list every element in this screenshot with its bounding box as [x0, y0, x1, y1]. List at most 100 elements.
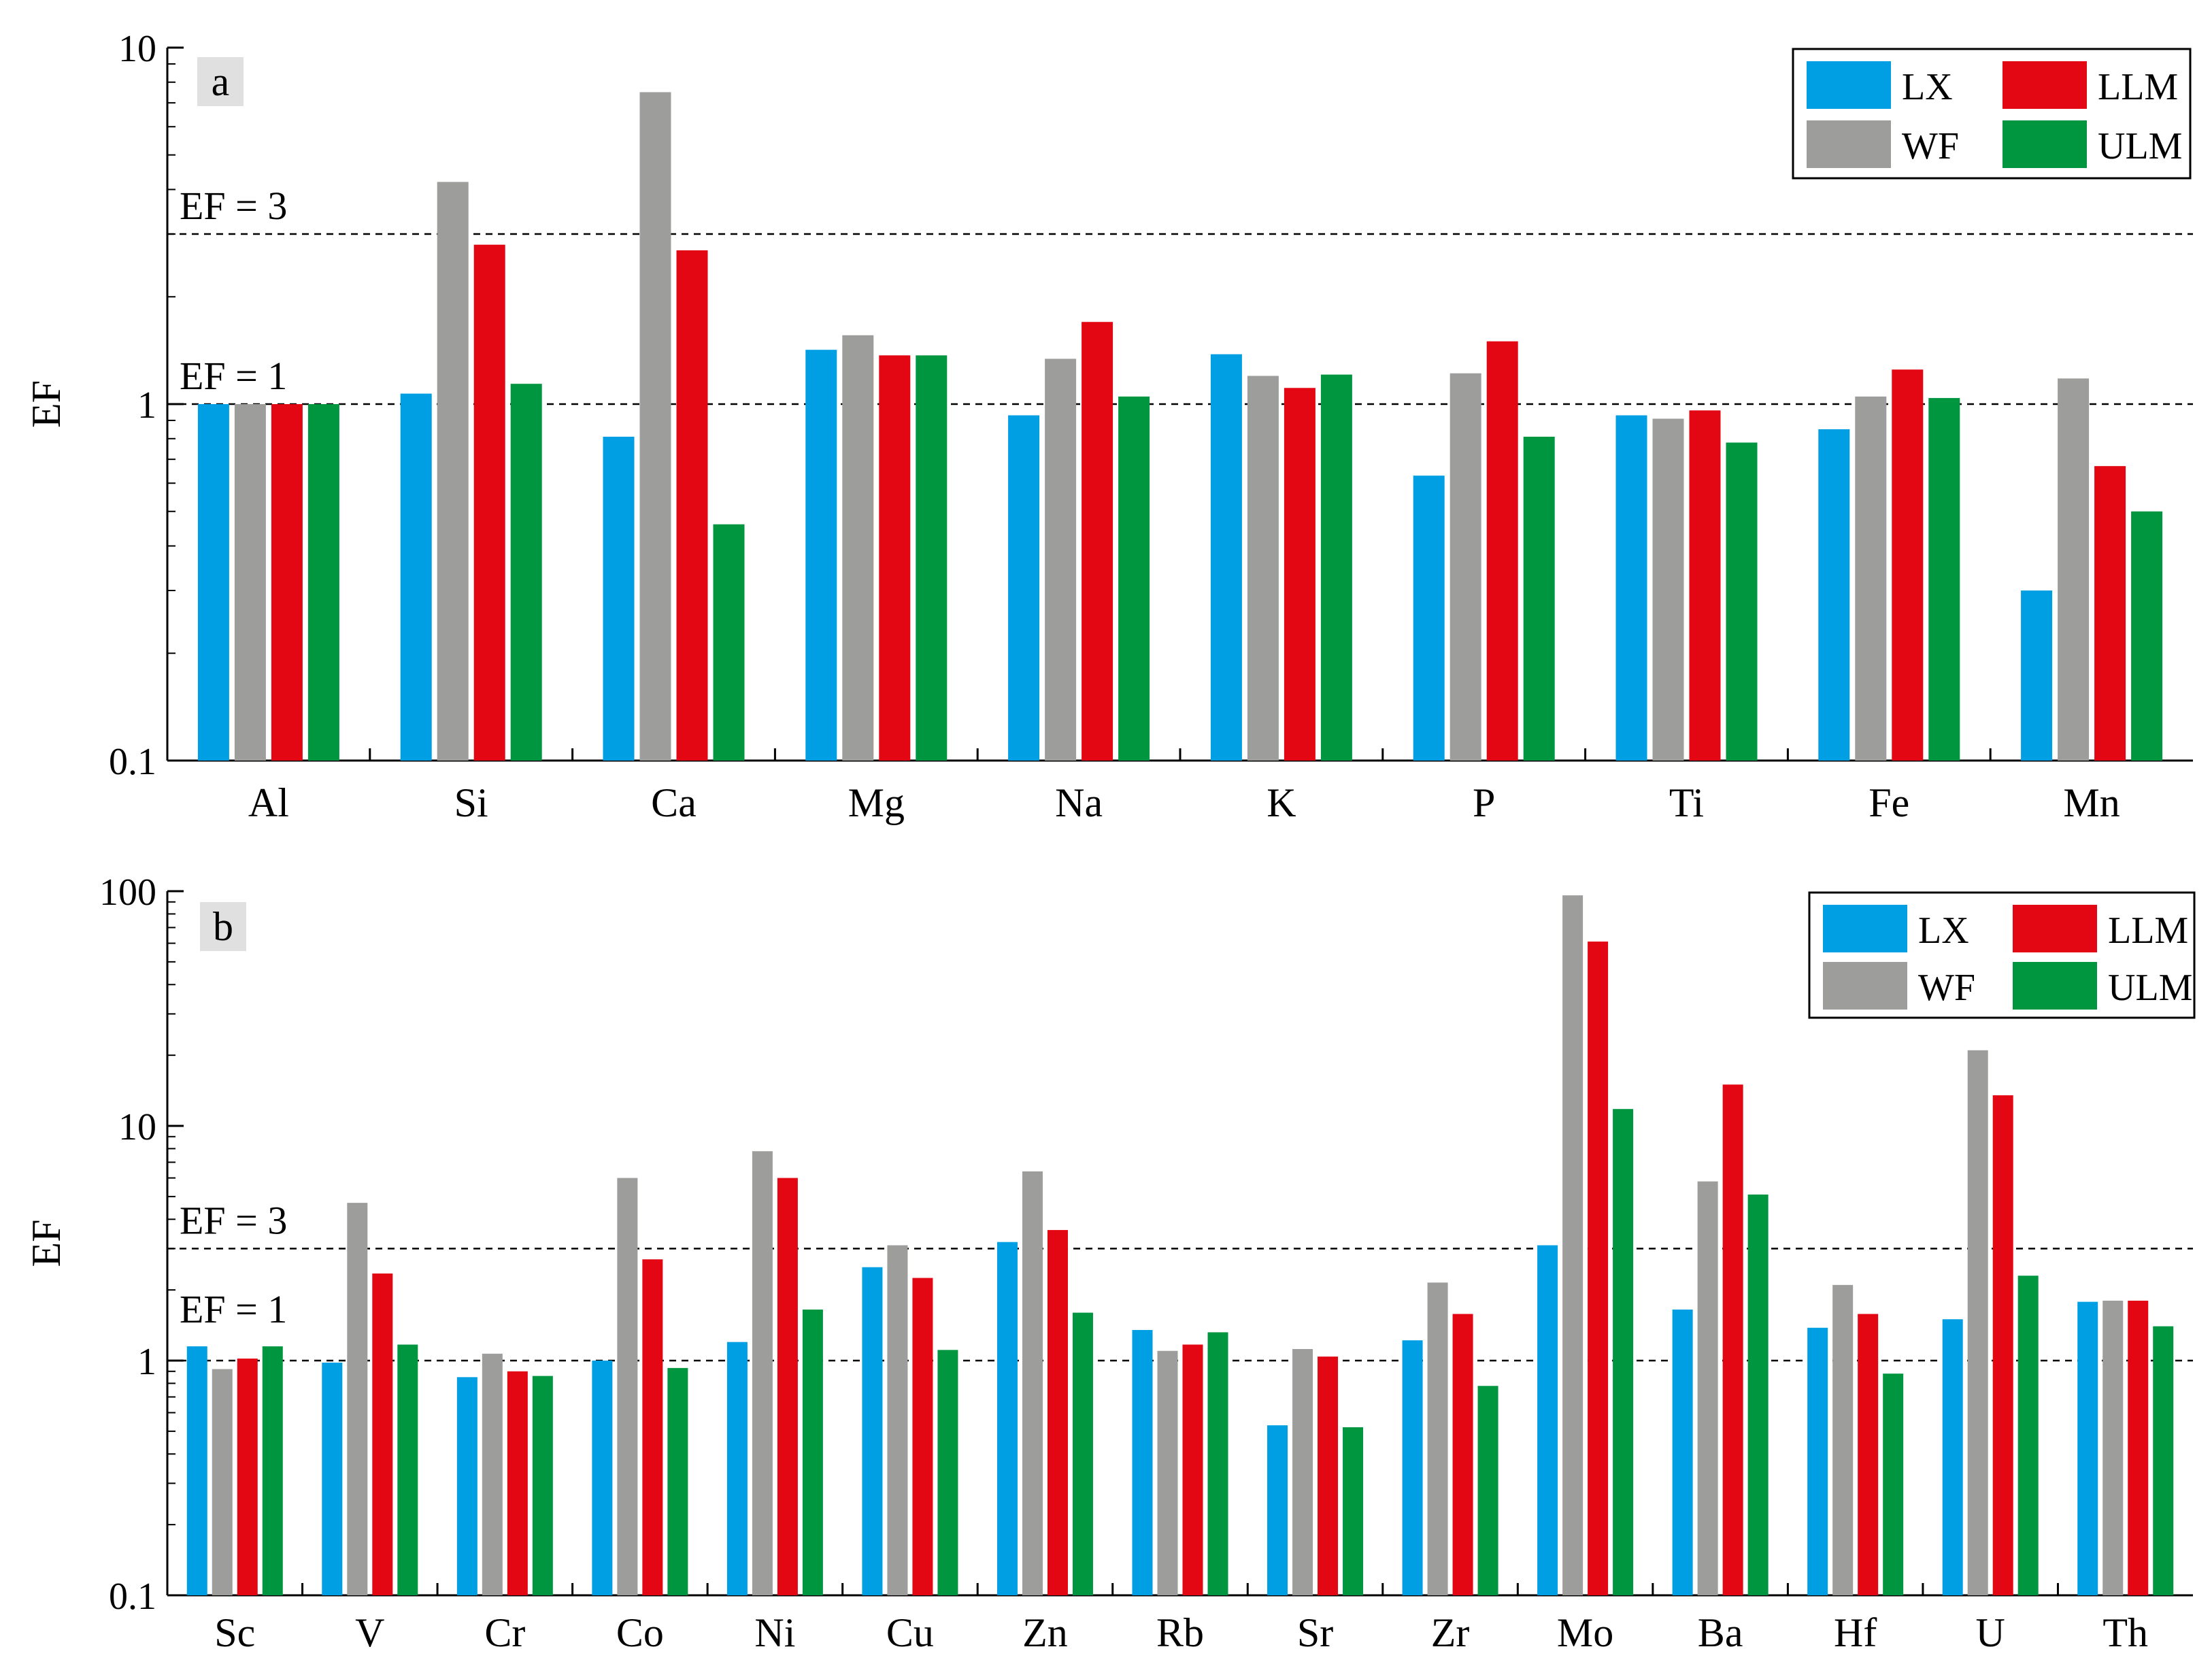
legend-label-wf: WF [1902, 125, 1959, 167]
bar-lx-ni [726, 1342, 748, 1595]
bar-ulm-na [1118, 396, 1150, 761]
bar-ulm-cr [532, 1376, 553, 1595]
bar-wf-sc [212, 1369, 233, 1595]
legend: LX WF LLM ULM [1808, 891, 2196, 1019]
bar-wf-u [1967, 1050, 1988, 1595]
bar-llm-sr [1318, 1357, 1339, 1595]
bar-ulm-ca [713, 524, 745, 761]
bar-llm-ni [777, 1178, 798, 1595]
bar-ulm-ni [802, 1309, 823, 1595]
bar-lx-sr [1267, 1425, 1288, 1595]
legend-label-ulm: ULM [2108, 967, 2192, 1009]
bar-ulm-hf [1883, 1374, 1904, 1595]
bar-lx-hf [1807, 1327, 1828, 1595]
bar-wf-th [2102, 1300, 2124, 1595]
bar-llm-k [1284, 388, 1316, 761]
y-tick-label: 0.1 [109, 1576, 156, 1618]
bar-llm-p [1486, 341, 1518, 761]
bar-ulm-zn [1072, 1312, 1093, 1595]
x-tick-label-u: U [1976, 1610, 2005, 1655]
legend-label-lx: LX [1902, 66, 1953, 108]
bar-lx-mg [805, 350, 837, 761]
bar-ulm-k [1320, 374, 1352, 761]
y-tick-label: 10 [118, 1106, 156, 1148]
bar-ulm-cu [937, 1350, 958, 1595]
bar-wf-rb [1157, 1350, 1178, 1595]
x-tick-label-fe: Fe [1869, 780, 1909, 825]
bar-wf-ca [639, 92, 671, 761]
x-tick-label-si: Si [454, 780, 488, 825]
bar-ulm-v [397, 1344, 418, 1595]
bar-llm-hf [1858, 1314, 1879, 1595]
bar-lx-p [1413, 476, 1445, 761]
bar-llm-mg [879, 355, 911, 761]
bar-lx-al [197, 404, 229, 761]
legend-swatch-llm [2002, 61, 2087, 109]
bar-lx-th [2077, 1301, 2098, 1595]
panel-label-box [197, 57, 244, 106]
bar-llm-co [642, 1259, 663, 1595]
bar-wf-ni [752, 1151, 773, 1595]
x-tick-label-v: V [355, 1610, 384, 1655]
x-tick-label-ba: Ba [1698, 1610, 1743, 1655]
legend-label-ulm: ULM [2098, 125, 2182, 167]
bar-wf-mg [842, 335, 874, 761]
bar-wf-mn [2058, 378, 2090, 761]
bar-llm-ti [1689, 410, 1721, 761]
bar-lx-u [1942, 1319, 1963, 1595]
bar-lx-ti [1615, 415, 1647, 761]
bar-ulm-u [2017, 1276, 2039, 1595]
legend-swatch-wf [1807, 120, 1891, 168]
x-tick-label-mo: Mo [1557, 1610, 1613, 1655]
x-tick-label-na: Na [1055, 780, 1103, 825]
y-tick-label: 1 [137, 384, 156, 427]
bar-lx-fe [1818, 429, 1850, 761]
legend-swatch-wf [1823, 962, 1907, 1010]
bar-wf-cu [887, 1245, 908, 1595]
legend-swatch-ulm [2013, 962, 2097, 1010]
bar-wf-cr [482, 1353, 503, 1595]
bar-wf-na [1045, 359, 1077, 761]
panel-a: 0.1 1 10 EF EF = 3 EF = 1 Al Si Ca Mg Na K P Ti Fe Mn a L… [24, 28, 2193, 825]
legend-swatch-lx [1823, 905, 1907, 952]
bar-wf-co [617, 1178, 638, 1595]
bar-ulm-fe [1928, 398, 1960, 761]
bar-llm-sc [237, 1359, 258, 1595]
bar-ulm-sr [1343, 1427, 1364, 1595]
x-tick-label-k: K [1267, 780, 1296, 825]
bar-lx-co [592, 1361, 613, 1595]
x-tick-label-mn: Mn [2063, 780, 2119, 825]
bar-wf-ba [1697, 1181, 1718, 1595]
x-tick-label-sr: Sr [1297, 1610, 1333, 1655]
legend-label-wf: WF [1918, 967, 1975, 1009]
bar-ulm-th [2153, 1326, 2174, 1595]
x-tick-label-zr: Zr [1431, 1610, 1470, 1655]
x-tick-label-sc: Sc [214, 1610, 255, 1655]
y-tick-label: 0.1 [109, 741, 156, 783]
bar-ulm-mg [916, 355, 948, 761]
bar-wf-mo [1562, 895, 1583, 1595]
bar-llm-th [2128, 1300, 2149, 1595]
y-tick-label: 100 [99, 871, 156, 914]
bar-llm-si [473, 244, 505, 761]
bar-wf-si [437, 182, 469, 761]
reference-label-ef-1: EF = 1 [180, 1287, 287, 1331]
reference-label-ef-3: EF = 3 [180, 1198, 287, 1242]
bar-lx-si [400, 393, 432, 761]
bar-llm-u [1992, 1095, 2013, 1595]
bar-llm-ca [676, 250, 708, 761]
bar-ulm-ti [1726, 442, 1758, 761]
bar-wf-v [347, 1203, 368, 1595]
bar-llm-zn [1047, 1230, 1068, 1595]
bar-llm-zr [1452, 1314, 1473, 1595]
legend-label-llm: LLM [2098, 66, 2178, 108]
bar-lx-cu [862, 1267, 883, 1595]
bar-lx-na [1008, 415, 1040, 761]
bar-ulm-zr [1477, 1386, 1498, 1595]
bar-lx-cr [456, 1377, 477, 1595]
bar-lx-k [1210, 354, 1242, 761]
x-tick-label-ca: Ca [651, 780, 697, 825]
bar-lx-rb [1132, 1330, 1153, 1595]
bar-llm-cu [912, 1278, 933, 1595]
bar-llm-fe [1892, 369, 1924, 761]
